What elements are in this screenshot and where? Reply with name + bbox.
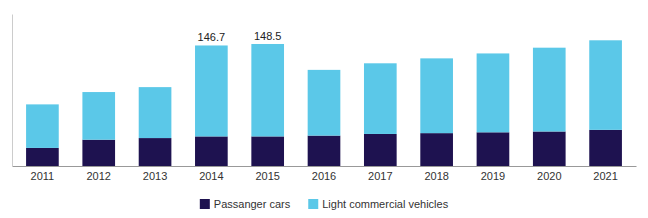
legend-item: Light commercial vehicles xyxy=(308,198,448,210)
x-tick-label: 2011 xyxy=(31,170,55,182)
x-tick-label: 2017 xyxy=(368,170,392,182)
bar xyxy=(308,70,341,136)
x-tick: 2013 xyxy=(143,166,167,182)
x-tick-label: 2021 xyxy=(593,170,617,182)
legend-swatch xyxy=(308,199,318,209)
bar xyxy=(589,130,622,166)
x-tick-label: 2014 xyxy=(199,170,223,182)
legend-label: Passanger cars xyxy=(214,198,291,210)
bar xyxy=(533,131,566,166)
x-tick: 2016 xyxy=(312,166,336,182)
bar xyxy=(82,92,115,140)
x-tick: 2021 xyxy=(593,166,617,182)
x-tick: 2014 xyxy=(199,166,223,182)
bars xyxy=(26,40,622,166)
legend-swatch xyxy=(200,199,210,209)
bar xyxy=(420,58,453,133)
x-tick: 2015 xyxy=(255,166,279,182)
bar xyxy=(308,136,341,166)
bar xyxy=(477,132,510,166)
bar xyxy=(26,104,59,148)
bar xyxy=(195,136,228,166)
x-tick: 2019 xyxy=(481,166,505,182)
y-axis xyxy=(12,15,13,167)
x-tick: 2012 xyxy=(86,166,110,182)
x-tick: 2018 xyxy=(424,166,448,182)
bar xyxy=(364,134,397,166)
plot: 2011 2012 2013 2014 2015 2016 2017 2018 2019 2020… xyxy=(13,15,637,182)
legend-label: Light commercial vehicles xyxy=(322,198,448,210)
legend: Passanger cars Light commercial vehicles xyxy=(200,198,449,210)
x-tick-label: 2016 xyxy=(312,170,336,182)
bar xyxy=(251,44,284,136)
annotation: 148.5 xyxy=(254,30,282,42)
x-tick: 2020 xyxy=(537,166,561,182)
y-axis-line xyxy=(12,15,13,167)
bar xyxy=(589,40,622,130)
x-axis-line xyxy=(13,166,637,167)
bar xyxy=(251,136,284,166)
x-tick-label: 2015 xyxy=(255,170,279,182)
x-tick-label: 2013 xyxy=(143,170,167,182)
x-tick: 2017 xyxy=(368,166,392,182)
bar xyxy=(195,45,228,136)
x-axis: 2011 2012 2013 2014 2015 2016 2017 2018 2019 2020… xyxy=(13,166,637,182)
bar xyxy=(420,133,453,166)
bar xyxy=(82,140,115,166)
x-tick-label: 2020 xyxy=(537,170,561,182)
annotation: 146.7 xyxy=(198,31,226,43)
x-tick-label: 2019 xyxy=(481,170,505,182)
bar xyxy=(26,148,59,166)
legend-item: Passanger cars xyxy=(200,198,291,210)
bar xyxy=(477,53,510,132)
bar xyxy=(139,138,172,166)
bar xyxy=(533,48,566,132)
x-tick-label: 2018 xyxy=(424,170,448,182)
x-tick: 2011 xyxy=(31,166,55,182)
chart: 2011 2012 2013 2014 2015 2016 2017 2018 2019 2020… xyxy=(0,0,648,218)
bar-series xyxy=(26,40,622,148)
bar xyxy=(139,87,172,138)
x-tick-label: 2012 xyxy=(86,170,110,182)
bar xyxy=(364,63,397,134)
annotations: 146.7 148.5 xyxy=(198,30,282,43)
